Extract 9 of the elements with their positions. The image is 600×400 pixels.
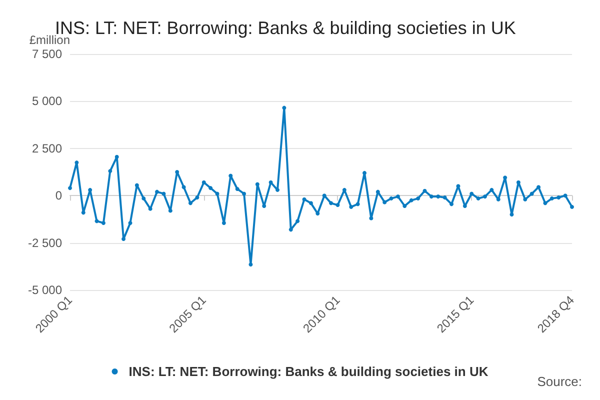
y-tick-label: 0: [55, 188, 62, 203]
y-tick-label: 7 500: [32, 47, 62, 61]
y-tick-label: 5 000: [32, 94, 62, 108]
y-tick-label: -5 000: [28, 283, 62, 297]
y-tick-label: 2 500: [32, 141, 62, 156]
y-axis-title: £million: [29, 33, 70, 47]
legend-label: INS: LT: NET: Borrowing: Banks & building societies in UK: [128, 364, 489, 379]
source-note: Source:: [537, 374, 582, 389]
y-tick-label: -2 500: [28, 236, 62, 250]
